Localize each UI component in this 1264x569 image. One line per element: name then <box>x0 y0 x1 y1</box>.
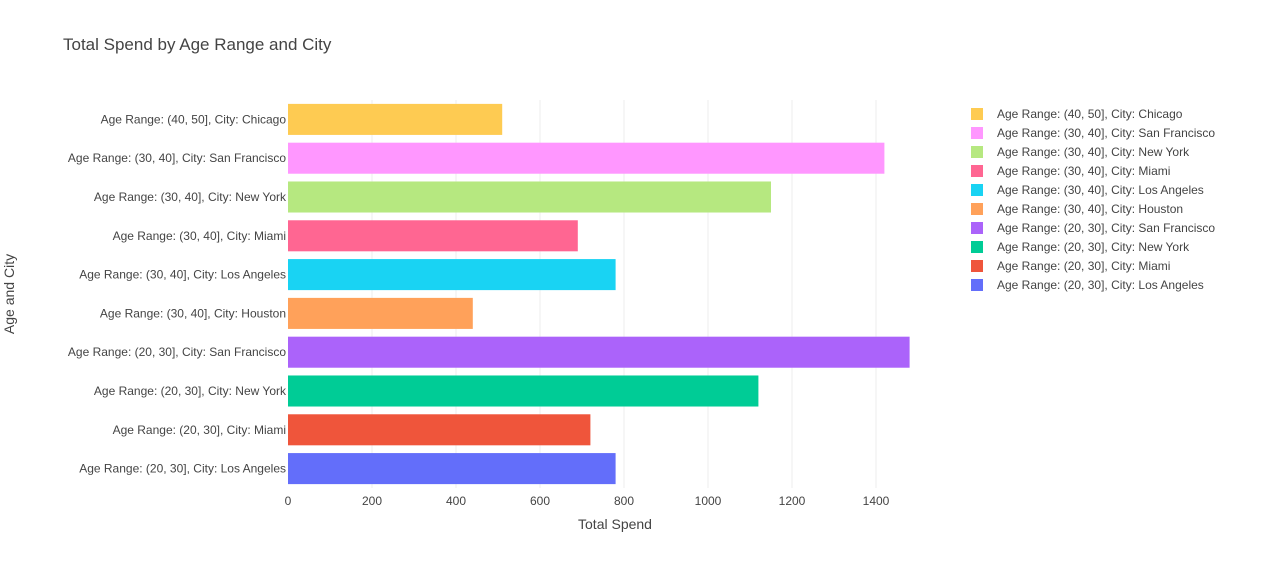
y-tick-label: Age Range: (20, 30], City: New York <box>94 384 287 398</box>
x-axis-ticks: 0 200 400 600 800 1000 1200 1400 <box>285 494 890 508</box>
y-tick-label: Age Range: (40, 50], City: Chicago <box>101 112 287 126</box>
y-tick-label: Age Range: (30, 40], City: San Francisco <box>68 151 286 165</box>
legend-item: Age Range: (30, 40], City: San Francisco <box>971 126 1215 140</box>
legend-swatch <box>971 165 983 177</box>
legend-swatch <box>971 279 983 291</box>
legend-label: Age Range: (30, 40], City: Houston <box>997 202 1183 216</box>
y-tick-label: Age Range: (30, 40], City: Houston <box>100 306 286 320</box>
legend-label: Age Range: (30, 40], City: San Francisco <box>997 126 1215 140</box>
y-tick-label: Age Range: (20, 30], City: Miami <box>113 423 286 437</box>
x-tick-label: 1400 <box>863 494 890 508</box>
legend-swatch <box>971 108 983 120</box>
x-axis-title: Total Spend <box>578 516 652 532</box>
legend-item: Age Range: (20, 30], City: Los Angeles <box>971 278 1204 292</box>
legend-label: Age Range: (30, 40], City: New York <box>997 145 1190 159</box>
legend-item: Age Range: (20, 30], City: Miami <box>971 259 1170 273</box>
legend-item: Age Range: (20, 30], City: New York <box>971 240 1190 254</box>
y-axis-ticks: Age Range: (20, 30], City: Los Angeles Ag… <box>68 112 287 475</box>
chart-title: Total Spend by Age Range and City <box>63 35 332 54</box>
bar <box>288 181 771 213</box>
bar <box>288 297 473 329</box>
legend-label: Age Range: (30, 40], City: Los Angeles <box>997 183 1204 197</box>
legend-swatch <box>971 203 983 215</box>
y-axis-title: Age and City <box>1 254 17 334</box>
bar <box>288 453 616 485</box>
legend-item: Age Range: (40, 50], City: Chicago <box>971 107 1183 121</box>
legend-label: Age Range: (20, 30], City: New York <box>997 240 1190 254</box>
legend-label: Age Range: (20, 30], City: Los Angeles <box>997 278 1204 292</box>
bar <box>288 220 578 252</box>
y-tick-label: Age Range: (20, 30], City: Los Angeles <box>79 462 286 476</box>
legend-swatch <box>971 241 983 253</box>
bar <box>288 336 910 368</box>
y-tick-label: Age Range: (30, 40], City: Miami <box>113 229 286 243</box>
x-tick-label: 1200 <box>779 494 806 508</box>
legend-swatch <box>971 146 983 158</box>
bar <box>288 414 591 446</box>
legend: Age Range: (40, 50], City: Chicago Age Ra… <box>971 107 1215 292</box>
x-tick-label: 600 <box>530 494 550 508</box>
bar <box>288 375 759 407</box>
legend-label: Age Range: (40, 50], City: Chicago <box>997 107 1183 121</box>
x-tick-label: 0 <box>285 494 292 508</box>
legend-swatch <box>971 260 983 272</box>
y-tick-label: Age Range: (30, 40], City: New York <box>94 190 287 204</box>
x-tick-label: 400 <box>446 494 466 508</box>
bars <box>288 103 910 485</box>
legend-item: Age Range: (30, 40], City: Houston <box>971 202 1183 216</box>
bar <box>288 103 503 135</box>
legend-label: Age Range: (30, 40], City: Miami <box>997 164 1170 178</box>
x-tick-label: 1000 <box>695 494 722 508</box>
legend-item: Age Range: (30, 40], City: New York <box>971 145 1190 159</box>
y-tick-label: Age Range: (20, 30], City: San Francisco <box>68 345 286 359</box>
legend-swatch <box>971 222 983 234</box>
legend-item: Age Range: (30, 40], City: Los Angeles <box>971 183 1204 197</box>
x-tick-label: 200 <box>362 494 382 508</box>
legend-label: Age Range: (20, 30], City: Miami <box>997 259 1170 273</box>
legend-label: Age Range: (20, 30], City: San Francisco <box>997 221 1215 235</box>
legend-item: Age Range: (30, 40], City: Miami <box>971 164 1170 178</box>
legend-item: Age Range: (20, 30], City: San Francisco <box>971 221 1215 235</box>
bar <box>288 142 885 174</box>
legend-swatch <box>971 127 983 139</box>
bar <box>288 259 616 291</box>
y-tick-label: Age Range: (30, 40], City: Los Angeles <box>79 268 286 282</box>
legend-swatch <box>971 184 983 196</box>
x-tick-label: 800 <box>614 494 634 508</box>
